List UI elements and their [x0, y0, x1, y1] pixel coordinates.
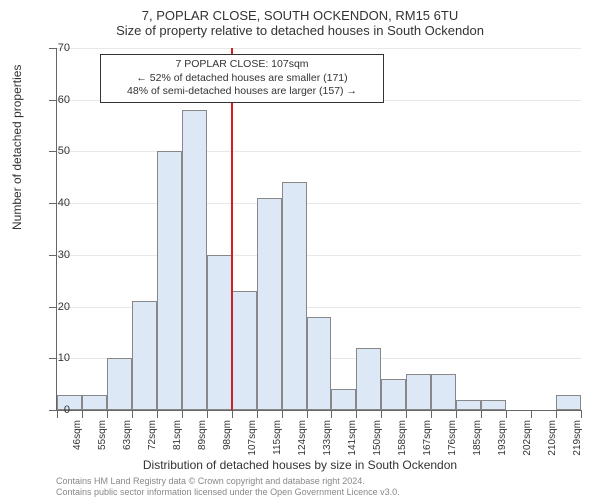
- x-tick: [506, 410, 507, 418]
- x-tick: [282, 410, 283, 418]
- histogram-bar: [157, 151, 182, 410]
- footer-attribution: Contains HM Land Registry data © Crown c…: [56, 476, 400, 498]
- histogram-bar: [356, 348, 381, 410]
- y-tick-label: 10: [40, 352, 70, 364]
- y-tick-label: 20: [40, 301, 70, 313]
- x-tick-label: 98sqm: [222, 420, 233, 450]
- x-tick: [456, 410, 457, 418]
- x-tick-label: 46sqm: [72, 420, 83, 450]
- x-tick-label: 210sqm: [547, 420, 558, 456]
- x-tick-label: 55sqm: [97, 420, 108, 450]
- chart-container: 7, POPLAR CLOSE, SOUTH OCKENDON, RM15 6T…: [0, 0, 600, 500]
- x-tick-label: 167sqm: [422, 420, 433, 456]
- y-axis-title: Number of detached properties: [10, 65, 24, 230]
- footer-line-1: Contains HM Land Registry data © Crown c…: [56, 476, 400, 487]
- x-tick: [531, 410, 532, 418]
- x-tick-label: 141sqm: [347, 420, 358, 456]
- title-sub: Size of property relative to detached ho…: [0, 23, 600, 42]
- x-tick-label: 115sqm: [272, 420, 283, 455]
- y-tick-label: 70: [40, 42, 70, 54]
- x-tick-label: 202sqm: [522, 420, 533, 456]
- x-tick: [82, 410, 83, 418]
- x-tick: [307, 410, 308, 418]
- x-axis-title: Distribution of detached houses by size …: [0, 458, 600, 472]
- histogram-bar: [107, 358, 132, 410]
- x-tick-label: 219sqm: [572, 420, 583, 456]
- gridline: [57, 203, 581, 204]
- x-tick: [257, 410, 258, 418]
- x-tick: [481, 410, 482, 418]
- gridline: [57, 48, 581, 49]
- x-tick-label: 185sqm: [472, 420, 483, 456]
- histogram-bar: [207, 255, 232, 410]
- x-tick: [331, 410, 332, 418]
- histogram-bar: [406, 374, 431, 410]
- histogram-bar: [431, 374, 456, 410]
- x-tick: [556, 410, 557, 418]
- annotation-line-2: ← 52% of detached houses are smaller (17…: [107, 72, 377, 86]
- x-tick: [431, 410, 432, 418]
- y-tick-label: 40: [40, 197, 70, 209]
- x-tick-label: 133sqm: [322, 420, 333, 456]
- annotation-line-1: 7 POPLAR CLOSE: 107sqm: [107, 58, 377, 72]
- x-tick-label: 89sqm: [197, 420, 208, 450]
- x-tick: [356, 410, 357, 418]
- x-tick: [406, 410, 407, 418]
- x-tick: [232, 410, 233, 418]
- y-tick-label: 30: [40, 249, 70, 261]
- x-tick-label: 107sqm: [247, 420, 258, 456]
- histogram-bar: [82, 395, 107, 411]
- x-tick-label: 72sqm: [147, 420, 158, 450]
- gridline: [57, 151, 581, 152]
- annotation-line-3: 48% of semi-detached houses are larger (…: [107, 85, 377, 99]
- x-tick: [207, 410, 208, 418]
- x-tick: [132, 410, 133, 418]
- histogram-bar: [257, 198, 282, 410]
- x-tick-label: 150sqm: [372, 420, 383, 456]
- x-tick: [182, 410, 183, 418]
- histogram-bar: [481, 400, 506, 410]
- y-tick-label: 0: [40, 404, 70, 416]
- footer-line-2: Contains public sector information licen…: [56, 487, 400, 498]
- x-tick: [381, 410, 382, 418]
- title-main: 7, POPLAR CLOSE, SOUTH OCKENDON, RM15 6T…: [0, 0, 600, 23]
- histogram-bar: [331, 389, 356, 410]
- histogram-bar: [232, 291, 257, 410]
- x-tick-label: 63sqm: [122, 420, 133, 450]
- histogram-bar: [381, 379, 406, 410]
- histogram-bar: [556, 395, 581, 411]
- x-tick-label: 81sqm: [172, 420, 183, 450]
- gridline: [57, 255, 581, 256]
- y-tick-label: 50: [40, 145, 70, 157]
- histogram-bar: [307, 317, 332, 410]
- histogram-bar: [182, 110, 207, 410]
- histogram-bar: [132, 301, 157, 410]
- histogram-bar: [456, 400, 481, 410]
- annotation-box: 7 POPLAR CLOSE: 107sqm ← 52% of detached…: [100, 54, 384, 103]
- histogram-bar: [282, 182, 307, 410]
- x-tick-label: 124sqm: [297, 420, 308, 456]
- y-tick-label: 60: [40, 94, 70, 106]
- x-tick: [107, 410, 108, 418]
- x-tick-label: 158sqm: [397, 420, 408, 456]
- x-tick: [157, 410, 158, 418]
- x-tick-label: 193sqm: [497, 420, 508, 456]
- x-tick: [581, 410, 582, 418]
- x-tick-label: 176sqm: [447, 420, 458, 456]
